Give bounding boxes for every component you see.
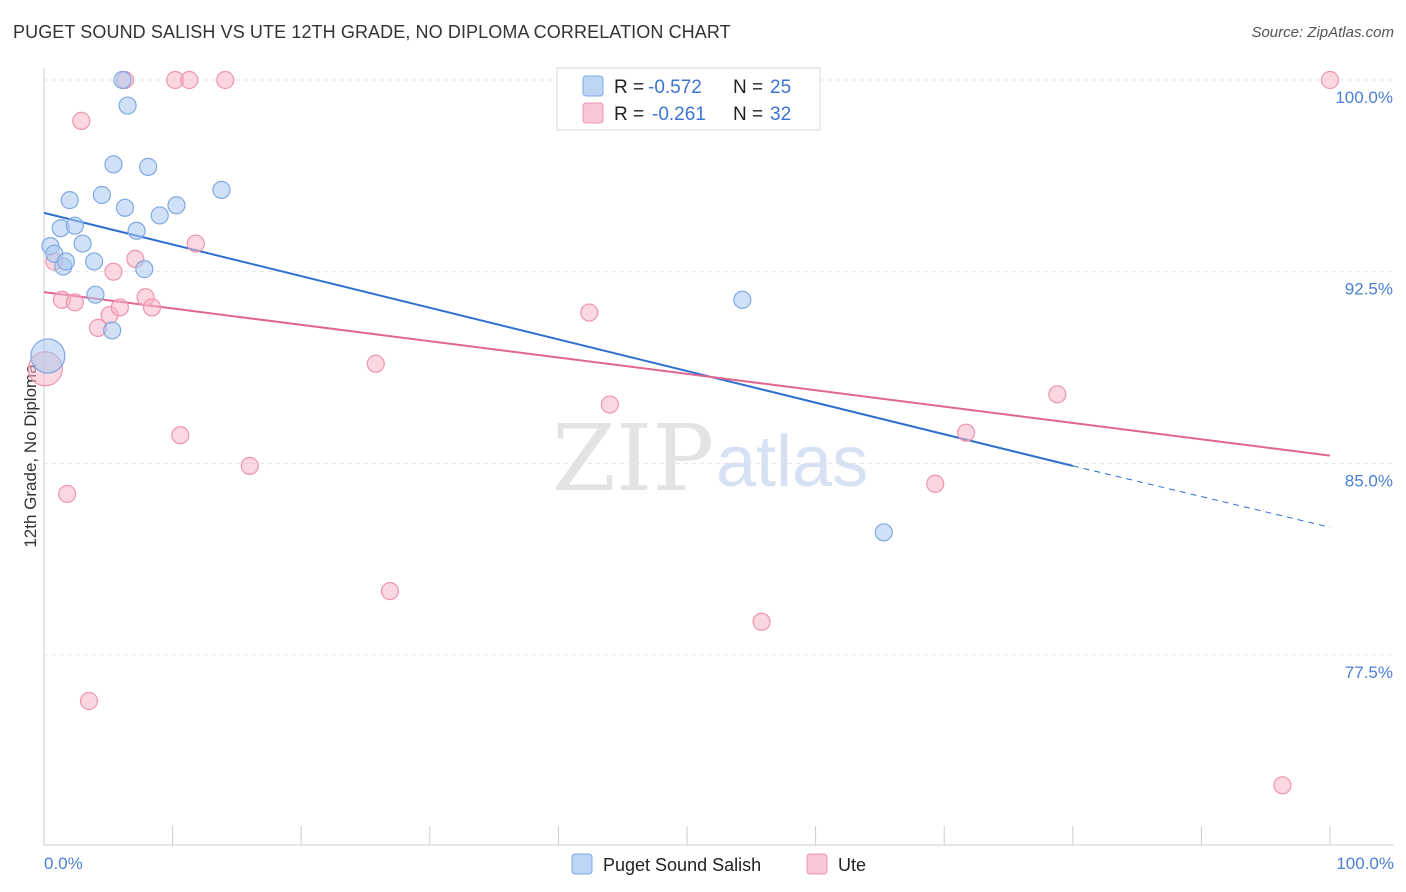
point-ute (187, 235, 204, 252)
legend-swatch-ute (583, 103, 603, 123)
point-ute (172, 427, 189, 444)
y-tick-label: 85.0% (1345, 471, 1393, 490)
point-ute (601, 396, 618, 413)
point-salish (61, 192, 78, 209)
point-salish (875, 524, 892, 541)
x-axis-ticks (44, 826, 1330, 845)
series-legend: Puget Sound Salish Ute (572, 854, 866, 875)
point-ute (105, 263, 122, 280)
point-ute (1322, 72, 1339, 89)
y-tick-label: 77.5% (1345, 663, 1393, 682)
point-ute (927, 475, 944, 492)
point-salish (168, 197, 185, 214)
point-ute (73, 112, 90, 129)
point-ute (66, 294, 83, 311)
point-salish (114, 72, 131, 89)
point-ute (81, 693, 98, 710)
point-salish (119, 97, 136, 114)
point-salish (213, 181, 230, 198)
point-salish (128, 222, 145, 239)
point-ute (1274, 777, 1291, 794)
point-ute (59, 486, 76, 503)
legend-n-label-salish: N = (733, 77, 763, 98)
correlation-legend: R = -0.572 N = 25 R = -0.261 N = 32 (557, 68, 820, 130)
legend-r-label-ute: R = (614, 104, 644, 125)
point-salish (66, 217, 83, 234)
gridlines (44, 80, 1394, 655)
point-ute (1049, 386, 1066, 403)
y-axis-tick-labels: 77.5% 85.0% 92.5% 100.0% (1335, 88, 1393, 682)
legend-r-value-salish: -0.572 (648, 77, 702, 98)
point-salish (87, 286, 104, 303)
legend-n-value-salish: 25 (770, 77, 791, 98)
point-salish (74, 235, 91, 252)
watermark-atlas: atlas (716, 422, 868, 502)
y-tick-label: 92.5% (1345, 280, 1393, 299)
scatter-chart: ZIP atlas 77.5% 85.0% 92.5% 100.0% 0.0% 100… (0, 0, 1406, 892)
point-ute (241, 457, 258, 474)
point-salish (86, 253, 103, 270)
y-tick-label: 100.0% (1335, 88, 1393, 107)
point-salish (57, 253, 74, 270)
point-salish (105, 156, 122, 173)
legend-n-value-ute: 32 (770, 104, 791, 125)
series-swatch-salish (572, 854, 592, 874)
point-salish (151, 207, 168, 224)
point-salish (734, 291, 751, 308)
series-label-ute: Ute (838, 855, 866, 875)
point-ute (144, 299, 161, 316)
series-swatch-ute (807, 854, 827, 874)
point-salish (136, 261, 153, 278)
x-tick-label-min: 0.0% (44, 854, 83, 873)
point-ute (958, 424, 975, 441)
point-salish (117, 199, 134, 216)
trend-line-extension-salish (1073, 466, 1330, 527)
legend-swatch-salish (583, 76, 603, 96)
point-ute (217, 72, 234, 89)
x-tick-label-max: 100.0% (1336, 854, 1394, 873)
point-salish (31, 339, 65, 373)
series-label-salish: Puget Sound Salish (603, 855, 761, 875)
point-ute (181, 72, 198, 89)
point-ute (581, 304, 598, 321)
point-salish (140, 158, 157, 175)
legend-r-value-ute: -0.261 (652, 104, 706, 125)
point-ute (753, 613, 770, 630)
point-salish (104, 322, 121, 339)
y-axis-label: 12th Grade, No Diploma (21, 364, 40, 548)
point-ute (367, 355, 384, 372)
point-salish (93, 187, 110, 204)
point-ute (381, 583, 398, 600)
watermark-zip: ZIP (552, 405, 714, 512)
point-ute (111, 299, 128, 316)
legend-n-label-ute: N = (733, 104, 763, 125)
legend-r-label-salish: R = (614, 77, 644, 98)
